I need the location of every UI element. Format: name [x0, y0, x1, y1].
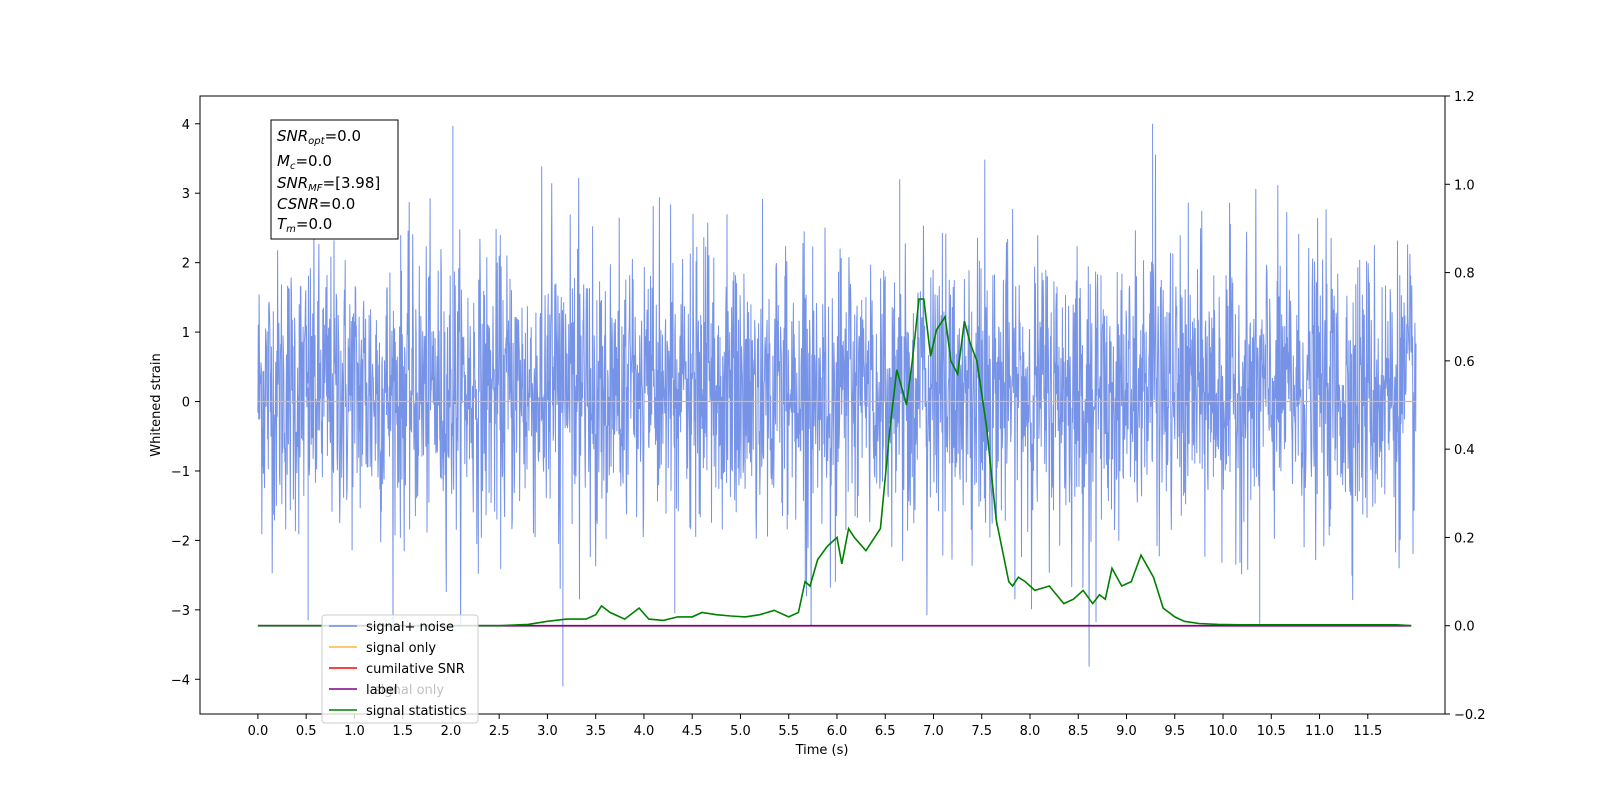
y-tick-label: −1 — [171, 465, 190, 480]
y2-tick-label: 0.0 — [1454, 620, 1475, 635]
series-signal-statistics — [257, 298, 1412, 627]
x-tick-label: 7.5 — [971, 724, 992, 739]
y2-tick-label: 1.2 — [1454, 90, 1475, 105]
annotation-line-snr-opt: SNRopt=0.0 — [277, 127, 361, 147]
y-tick-label: −3 — [171, 604, 190, 619]
x-tick-label: 1.5 — [392, 724, 413, 739]
y2-axis-ticks: 1.2 1.0 0.8 0.6 0.4 0.2 0.0 −0.2 — [1445, 90, 1486, 723]
x-tick-label: 10.0 — [1209, 724, 1238, 739]
x-axis-label: Time (s) — [795, 743, 849, 758]
x-tick-label: 8.5 — [1068, 724, 1089, 739]
annotation-line-snr-mf: SNRMF=[3.98] — [277, 174, 380, 194]
legend-frame — [321, 614, 479, 724]
y2-tick-label: 0.2 — [1454, 531, 1475, 546]
x-tick-label: 3.0 — [537, 724, 558, 739]
legend-label-cumulative-snr: cumilative SNR — [366, 662, 465, 677]
x-tick-label: 9.0 — [1116, 724, 1137, 739]
x-tick-label: 11.0 — [1305, 724, 1334, 739]
annotation-line-csnr: CSNR=0.0 — [277, 195, 355, 213]
annotation-line-mc: Mc=0.0 — [277, 152, 332, 172]
y2-tick-label: 1.0 — [1454, 178, 1475, 193]
x-tick-label: 10.5 — [1257, 724, 1286, 739]
x-tick-label: 8.0 — [1020, 724, 1041, 739]
y-axis-label: Whitened strain — [149, 353, 164, 456]
x-tick-label: 1.0 — [344, 724, 365, 739]
x-tick-label: 11.5 — [1353, 724, 1382, 739]
x-tick-label: 0.5 — [296, 724, 317, 739]
x-tick-label: 5.0 — [730, 724, 751, 739]
x-tick-label: 5.5 — [778, 724, 799, 739]
legend-label-label: label — [366, 683, 397, 698]
annotation-frame — [270, 119, 399, 240]
legend-label-signal-only: signal only — [366, 641, 436, 656]
x-tick-label: 2.0 — [441, 724, 462, 739]
plot-frame — [199, 95, 1446, 715]
y-tick-label: 2 — [182, 257, 190, 272]
legend-overlapped-text: signal only — [374, 683, 444, 698]
legend-label-signal-statistics: signal statistics — [366, 704, 467, 719]
y2-tick-label: 0.6 — [1454, 355, 1475, 370]
y-tick-label: −2 — [171, 534, 190, 549]
legend-label-signal-noise: signal+ noise — [366, 620, 454, 635]
x-tick-label: 6.5 — [875, 724, 896, 739]
x-tick-label: 3.5 — [585, 724, 606, 739]
y2-tick-label: 0.8 — [1454, 267, 1475, 282]
y-axis-ticks: 4 3 2 1 0 −1 −2 −3 −4 — [171, 118, 200, 688]
series-signal-noise — [257, 123, 1417, 687]
y-tick-label: −4 — [171, 673, 190, 688]
y-tick-label: 4 — [182, 118, 190, 133]
y-tick-label: 0 — [182, 396, 190, 411]
x-tick-label: 0.0 — [248, 724, 269, 739]
x-tick-label: 9.5 — [1164, 724, 1185, 739]
legend: signal+ noise signal only cumilative SNR… — [321, 614, 479, 724]
annotation-line-tm: Tm=0.0 — [277, 215, 332, 235]
x-axis-ticks: 0.0 0.5 1.0 1.5 2.0 2.5 3.0 3.5 4.0 4.5 5.0 5.5 6.0 6… — [248, 714, 1382, 739]
x-tick-label: 7.0 — [923, 724, 944, 739]
x-tick-label: 4.0 — [634, 724, 655, 739]
x-tick-label: 6.0 — [827, 724, 848, 739]
x-tick-label: 2.5 — [489, 724, 510, 739]
y-tick-label: 3 — [182, 187, 190, 202]
annotation-box: SNRopt=0.0 Mc=0.0 SNRMF=[3.98] CSNR=0.0 … — [270, 119, 399, 240]
y2-tick-label: −0.2 — [1454, 708, 1486, 723]
y-tick-label: 1 — [182, 326, 190, 341]
y2-tick-label: 0.4 — [1454, 443, 1475, 458]
x-tick-label: 4.5 — [682, 724, 703, 739]
